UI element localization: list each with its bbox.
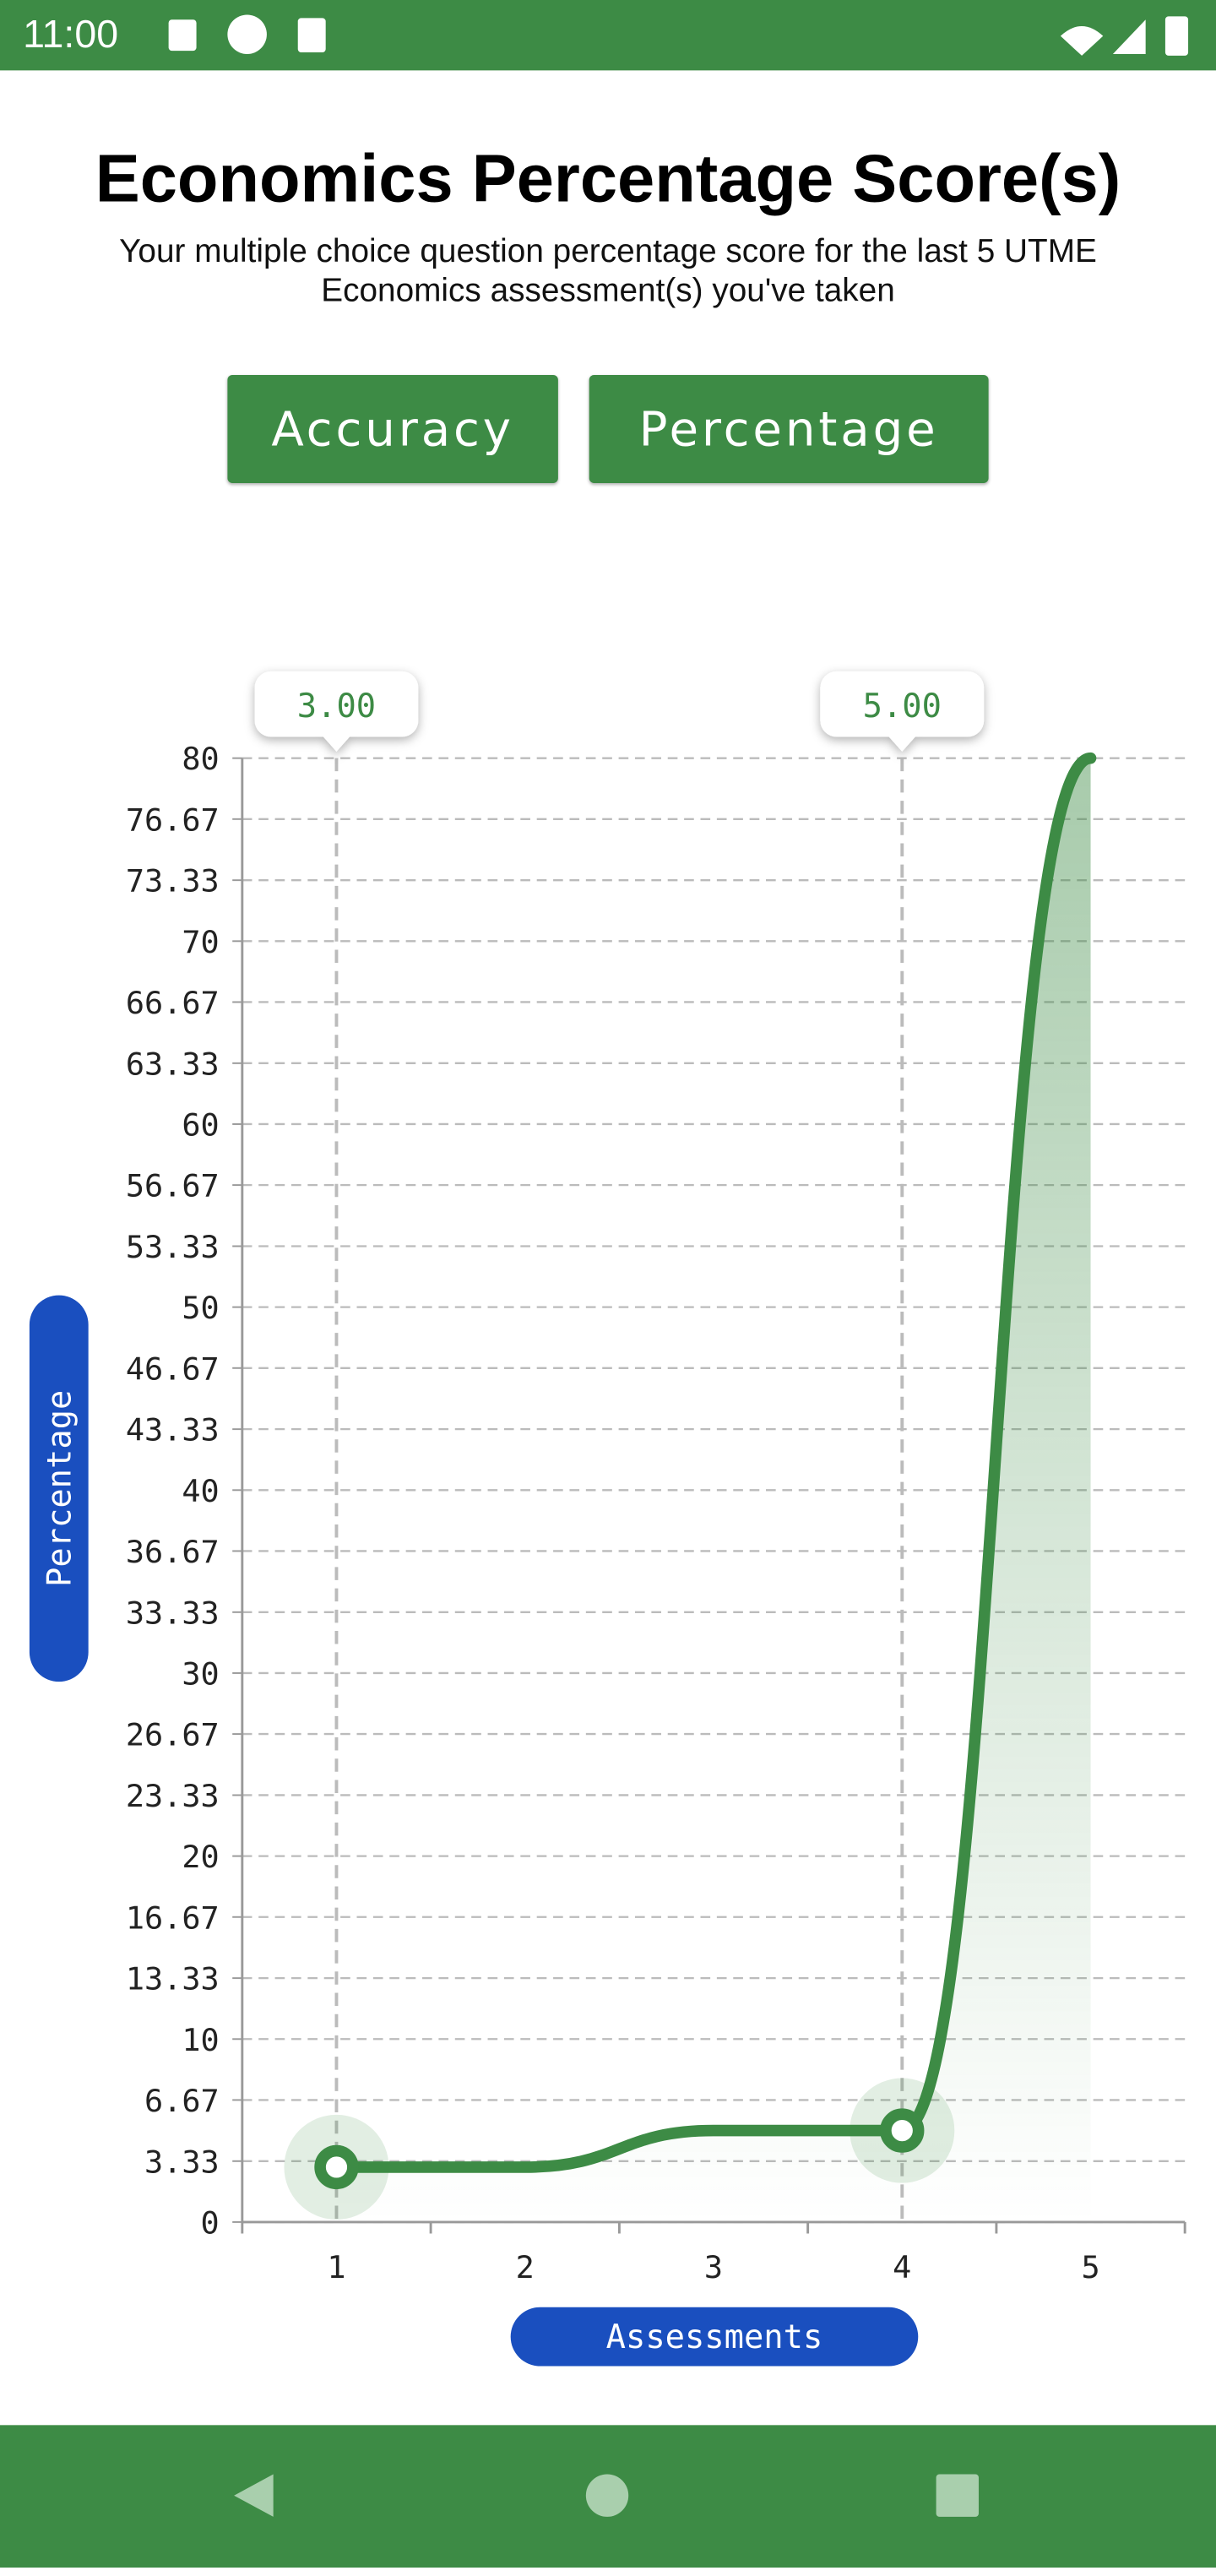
tooltip-bubble: [254, 671, 419, 752]
y-tick-label: 13.33: [126, 1961, 220, 1997]
x-tick-label: 5: [1081, 2249, 1099, 2285]
title: Economics Percentage Score(s): [95, 140, 1121, 216]
y-axis-label: Percentage: [41, 1390, 79, 1587]
percentage-button[interactable]: Percentage: [589, 374, 989, 483]
point: [314, 2144, 359, 2190]
nav-bar: [0, 2425, 1216, 2568]
x-tick-label: 4: [893, 2249, 911, 2285]
y-tick-label: 33.33: [126, 1595, 220, 1631]
chart: 0 3.33 6.67 10 13.33 16.67 20 23.33 26.67 30 33.33…: [29, 671, 1186, 2367]
x-tick-label: 1: [327, 2249, 345, 2285]
y-tick-label: 60: [182, 1107, 219, 1144]
status-icons: [168, 14, 1189, 56]
y-tick-label: 3.33: [144, 2144, 220, 2180]
y-tick-label: 63.33: [126, 1046, 220, 1082]
x-axis-label: Assessments: [606, 2318, 823, 2356]
x-label-pill: [510, 2307, 919, 2367]
recents-button[interactable]: [936, 2474, 979, 2517]
clock: 11:00: [23, 13, 119, 57]
y-tick-label: 26.67: [126, 1717, 220, 1753]
back-button[interactable]: [234, 2474, 274, 2517]
subtitle: Your multiple choice question percentage…: [119, 234, 1097, 310]
y-tick-label: 0: [201, 2204, 220, 2241]
y-tick-label: 66.67: [126, 985, 220, 1021]
y-tick-label: 23.33: [126, 1778, 220, 1814]
y-tick-label: 30: [182, 1656, 219, 1693]
y-tick-label: 70: [182, 924, 219, 960]
nav-icons: [234, 2474, 979, 2517]
y-tick-label: 6.67: [144, 2083, 220, 2119]
line: [330, 752, 1097, 2173]
y-tick-label: 50: [182, 1290, 219, 1326]
y-tick-label: 56.67: [126, 1168, 220, 1204]
y-tick-label: 20: [182, 1839, 219, 1875]
point: [880, 2108, 925, 2153]
tooltip-label: 3.00: [297, 687, 376, 726]
status-bar: 11:00: [0, 0, 1216, 71]
y-tick-label: 76.67: [126, 802, 220, 838]
y-tick-label: 40: [182, 1473, 219, 1509]
tooltip-label: 5.00: [863, 687, 942, 726]
y-tick-label: 36.67: [126, 1534, 220, 1570]
y-tick-label: 80: [182, 741, 219, 777]
home-button[interactable]: [585, 2474, 629, 2517]
tooltip-bubble: [820, 671, 985, 752]
y-label-pill: [29, 1295, 89, 1682]
y-tick-label: 16.67: [126, 1899, 220, 1936]
x-tick-label: 3: [704, 2249, 723, 2285]
y-tick-label: 73.33: [126, 863, 220, 899]
y-tick-label: 10: [182, 2022, 219, 2058]
y-tick-label: 53.33: [126, 1229, 220, 1265]
y-tick-label: 46.67: [126, 1350, 220, 1387]
area: [336, 758, 1091, 2222]
y-tick-label: 43.33: [126, 1412, 220, 1448]
tooltip: [820, 671, 985, 752]
tooltip: [254, 671, 419, 752]
x-tick-label: 2: [516, 2249, 535, 2285]
accuracy-button[interactable]: Accuracy: [227, 374, 558, 483]
